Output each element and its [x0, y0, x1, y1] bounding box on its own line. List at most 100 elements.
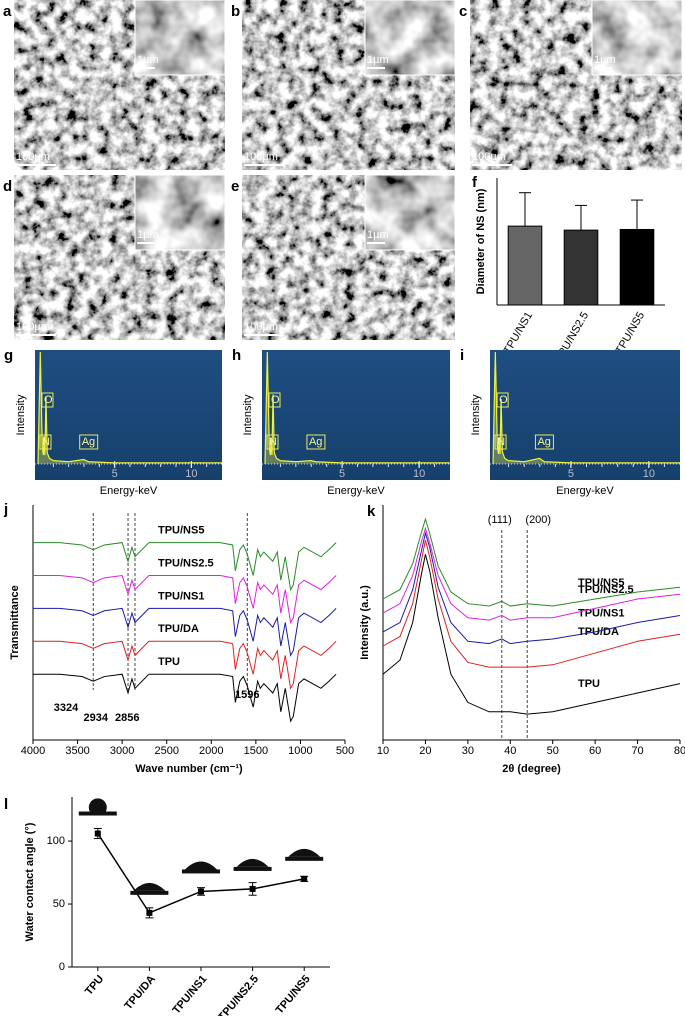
panel-letter: j: [3, 501, 8, 518]
scale-bar-label: 100µm: [472, 151, 506, 163]
series-label: TPU/NS2.5: [158, 557, 214, 569]
spectrum-background: [490, 350, 680, 480]
x-tick-label: 1500: [244, 745, 268, 757]
peak-label: N: [42, 436, 50, 448]
data-point: [94, 830, 101, 837]
panel-letter: b: [231, 3, 240, 20]
sem-inset: [365, 175, 455, 250]
x-tick-label: TPU: [83, 973, 106, 998]
x-tick-label: 1000: [288, 745, 312, 757]
spectrum-line: [382, 517, 681, 607]
reference-label: 1596: [235, 689, 259, 701]
y-axis-label: Intensity (a.u.): [359, 585, 371, 660]
peak-label: Ag: [309, 436, 322, 448]
y-tick-label: 50: [53, 898, 65, 910]
droplet-icon: [185, 861, 217, 870]
peak-label: O: [44, 394, 53, 406]
droplet-icon: [288, 848, 321, 857]
panel-letter: c: [459, 3, 467, 20]
y-tick-label: 100: [47, 835, 65, 847]
x-tick-label: TPU/NS1: [501, 310, 535, 356]
spectrum-line: [33, 542, 337, 592]
spectrum-line: [382, 526, 681, 621]
panel-letter: l: [4, 796, 8, 813]
x-tick-label: TPU/NS5: [613, 310, 647, 356]
peak-label-box: [79, 434, 99, 450]
x-axis-label: Wave number (cm⁻¹): [135, 763, 243, 775]
peak-label-box: [39, 434, 52, 450]
scale-bar-label: 100µm: [244, 151, 278, 163]
reference-label: 2856: [115, 712, 139, 724]
y-axis-label: Intensity: [242, 394, 254, 435]
spectrum-line: [37, 351, 222, 465]
substrate-icon: [182, 869, 220, 874]
spectrum-line: [33, 574, 337, 624]
panel-letter: d: [3, 178, 12, 195]
inset-scale-label: 1µm: [367, 229, 389, 241]
x-tick-label: TPU/NS2.5: [216, 973, 261, 1016]
spectrum-line: [382, 540, 681, 668]
reference-label: (200): [525, 514, 551, 526]
y-axis-label: Transmittance: [9, 585, 21, 660]
reference-label: 2934: [84, 712, 109, 724]
x-tick-label: 10: [643, 468, 655, 480]
x-tick-label: 50: [547, 745, 559, 757]
droplet-icon: [88, 798, 107, 812]
x-tick-label: TPU/DA: [122, 973, 158, 1012]
spectrum-line: [33, 607, 337, 657]
reference-label: (111): [488, 514, 512, 526]
peak-label-box: [306, 434, 326, 450]
x-tick-label: 60: [589, 745, 601, 757]
series-label: TPU/NS1: [578, 607, 624, 619]
scale-bar-label: 100µm: [16, 151, 50, 163]
panel-letter: e: [231, 178, 239, 195]
peak-label: Ag: [537, 436, 550, 448]
scale-bar-label: 100µm: [16, 321, 50, 333]
inset-scale-label: 1µm: [137, 229, 159, 241]
spectrum-line: [382, 531, 681, 645]
x-tick-label: 3000: [110, 745, 134, 757]
peak-label-box: [41, 392, 54, 408]
y-axis-label: Diameter of NS (nm): [475, 188, 487, 294]
series-label: TPU: [578, 678, 600, 690]
x-axis-label: 2θ (degree): [502, 763, 561, 775]
peak-label: N: [269, 436, 277, 448]
spectrum-background: [262, 350, 450, 480]
series-label: TPU/DA: [158, 623, 199, 635]
inset-scale-label: 1µm: [594, 54, 616, 66]
sem-inset-border: [591, 0, 683, 76]
droplet-icon: [236, 858, 269, 867]
x-tick-label: 4000: [21, 745, 45, 757]
panel-letter: k: [367, 503, 376, 520]
spectrum-line: [382, 554, 681, 715]
bar: [563, 229, 599, 306]
sem-inset-border: [364, 174, 456, 251]
panel-letter: f: [472, 174, 478, 191]
peak-label-box: [266, 434, 279, 450]
peak-label: O: [271, 394, 280, 406]
substrate-icon: [78, 811, 117, 816]
series-label: TPU/NS5: [578, 577, 624, 589]
x-tick-label: 5: [112, 468, 118, 480]
series-label: TPU/NS2.5: [578, 584, 634, 596]
x-tick-label: 30: [462, 745, 474, 757]
data-point: [249, 885, 256, 892]
x-tick-label: TPU/NS1: [170, 973, 209, 1016]
x-tick-label: 3500: [65, 745, 89, 757]
substrate-icon: [285, 856, 324, 861]
peak-label: N: [497, 436, 505, 448]
panel-letter: h: [232, 347, 241, 364]
sem-inset: [135, 175, 225, 250]
peak-label: Ag: [82, 436, 95, 448]
substrate-icon: [130, 890, 169, 895]
x-tick-label: 10: [185, 468, 197, 480]
reference-label: 3324: [54, 702, 79, 714]
x-axis-label: Energy-keV: [327, 485, 385, 497]
bar: [619, 228, 655, 306]
x-tick-label: 500: [336, 745, 354, 757]
y-axis-label: Water contact angle (°): [24, 822, 36, 941]
x-tick-label: 2500: [154, 745, 178, 757]
data-point: [198, 888, 204, 895]
